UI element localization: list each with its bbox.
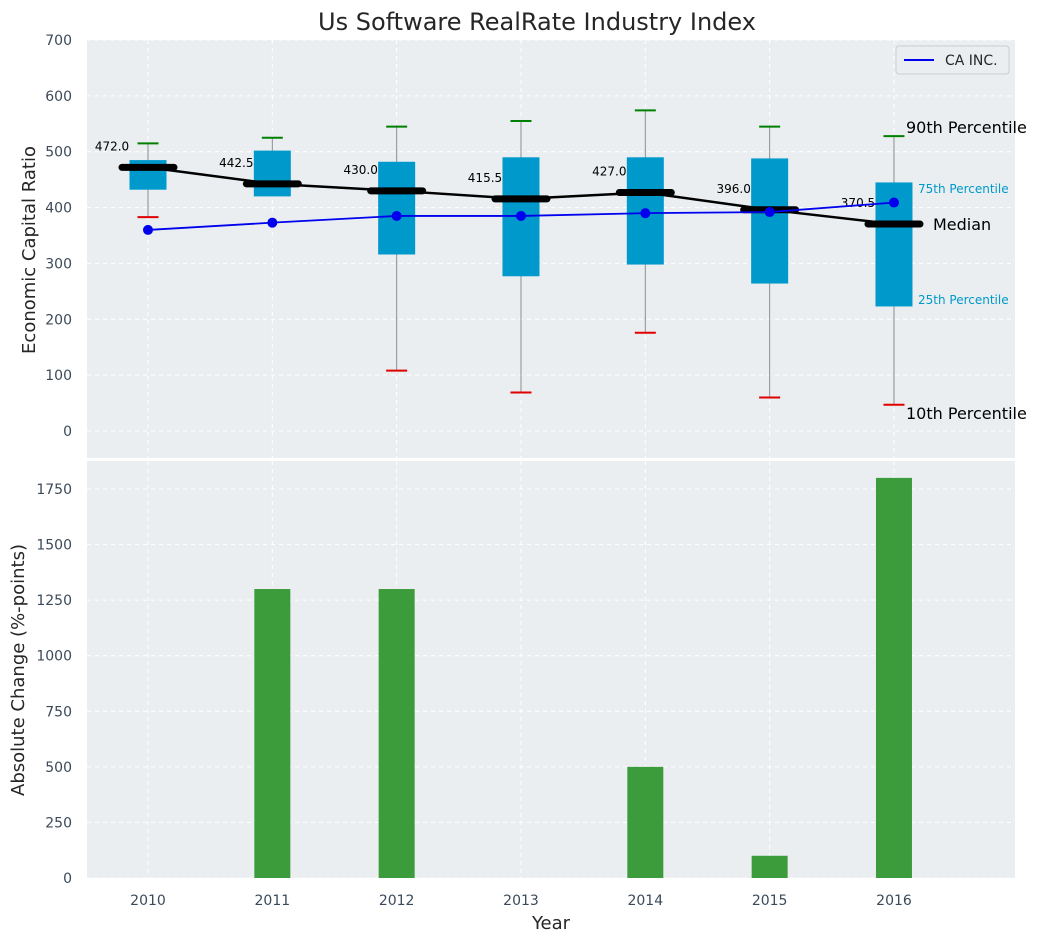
legend-label-ca-inc: CA INC. bbox=[945, 53, 998, 69]
legend: CA INC. bbox=[895, 45, 1010, 75]
box-2015 bbox=[751, 158, 789, 284]
annotation-p75: 75th Percentile bbox=[918, 182, 1009, 196]
bottom-grid bbox=[87, 461, 1015, 879]
series-point-ca-inc-2015 bbox=[764, 207, 775, 218]
x-tick-label-2012: 2012 bbox=[379, 893, 415, 909]
box-2012 bbox=[378, 161, 416, 255]
bar-group bbox=[254, 477, 912, 878]
x-tick-label-2013: 2013 bbox=[503, 893, 539, 909]
bar-2011 bbox=[254, 589, 291, 878]
bottom-y-tick-label-0: 0 bbox=[63, 871, 72, 887]
series-point-ca-inc-2016 bbox=[888, 197, 899, 208]
annotation-median: Median bbox=[933, 215, 991, 234]
bottom-y-tick-label-500: 500 bbox=[45, 760, 72, 776]
chart-title: Us Software RealRate Industry Index bbox=[318, 8, 756, 36]
median-value-label-2010: 472.0 bbox=[95, 139, 129, 153]
series-point-ca-inc-2014 bbox=[640, 208, 651, 219]
median-value-label-2016: 370.5 bbox=[841, 196, 875, 210]
x-tick-label-2011: 2011 bbox=[255, 893, 291, 909]
median-value-label-2011: 442.5 bbox=[219, 156, 253, 170]
bottom-plot-area bbox=[87, 461, 1015, 878]
median-value-label-2015: 396.0 bbox=[716, 182, 750, 196]
series-lines: 472.0 442.5 430.0 415.5 427.0 396.0 370.5 bbox=[95, 139, 924, 235]
top-y-tick-label-600: 600 bbox=[45, 89, 72, 105]
top-y-tick-label-400: 400 bbox=[45, 201, 72, 217]
box-2011 bbox=[253, 150, 291, 197]
top-y-tick-label-300: 300 bbox=[45, 256, 72, 272]
bottom-y-tick-label-750: 750 bbox=[45, 704, 72, 720]
bottom-y-tick-label-1750: 1750 bbox=[36, 482, 72, 498]
x-tick-label-2014: 2014 bbox=[627, 893, 663, 909]
annotation-p25: 25th Percentile bbox=[918, 293, 1009, 307]
bottom-y-tick-label-1250: 1250 bbox=[36, 593, 72, 609]
median-value-label-2014: 427.0 bbox=[592, 164, 626, 178]
x-tick-label-2016: 2016 bbox=[876, 893, 912, 909]
bottom-y-tick-label-1500: 1500 bbox=[36, 538, 72, 554]
bottom-y-tick-label-250: 250 bbox=[45, 815, 72, 831]
top-plot-area bbox=[87, 40, 1015, 458]
bar-2012 bbox=[378, 589, 415, 878]
series-point-ca-inc-2011 bbox=[267, 217, 278, 228]
series-point-ca-inc-2012 bbox=[391, 210, 402, 221]
x-tick-label-2015: 2015 bbox=[752, 893, 788, 909]
x-tick-label-2010: 2010 bbox=[130, 893, 166, 909]
top-y-axis-label: Economic Capital Ratio bbox=[19, 146, 40, 354]
top-y-tick-label-100: 100 bbox=[45, 368, 72, 384]
bar-2014 bbox=[627, 766, 664, 878]
median-value-label-2012: 430.0 bbox=[343, 163, 377, 177]
median-value-label-2013: 415.5 bbox=[468, 171, 502, 185]
x-ticks: 2010 2011 2012 2013 2014 2015 2016 bbox=[130, 893, 912, 909]
series-point-ca-inc-2010 bbox=[143, 224, 153, 235]
bar-2015 bbox=[751, 855, 788, 878]
top-y-tick-label-200: 200 bbox=[45, 312, 72, 328]
top-y-tick-label-0: 0 bbox=[63, 424, 72, 440]
annotation-p90: 90th Percentile bbox=[906, 118, 1027, 137]
bar-2016 bbox=[875, 477, 912, 878]
bottom-y-axis-label: Absolute Change (%-points) bbox=[8, 544, 29, 796]
top-y-ticks: 0 100 200 300 400 500 600 700 bbox=[45, 33, 72, 440]
bottom-y-tick-label-1000: 1000 bbox=[36, 649, 72, 665]
bottom-y-ticks: 0 250 500 750 1000 1250 1500 1750 bbox=[36, 482, 72, 887]
top-y-tick-label-700: 700 bbox=[45, 33, 72, 49]
annotation-p10: 10th Percentile bbox=[906, 404, 1027, 423]
series-point-ca-inc-2013 bbox=[515, 210, 526, 221]
top-y-tick-label-500: 500 bbox=[45, 145, 72, 161]
x-axis-label: Year bbox=[531, 913, 571, 934]
